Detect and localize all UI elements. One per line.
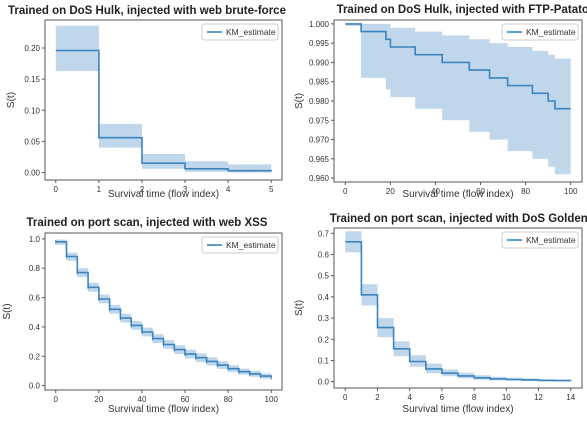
x-tick-label: 8 [472,393,477,402]
x-tick-label: 6 [440,393,445,402]
x-axis-label: Survival time (flow index) [108,404,219,415]
km-chart-svg: Trained on DoS Hulk, injected with web b… [6,5,286,200]
legend-label: KM_estimate [226,27,276,37]
chart-title: Trained on DoS Hulk, injected with web b… [8,5,286,17]
y-tick-label: 0.1 [318,356,330,365]
x-tick-label: 80 [224,395,233,404]
x-axis-label: Survival time (flow index) [402,404,513,415]
y-tick-label: 0.0 [318,378,330,387]
y-tick-label: 0.6 [29,294,41,303]
confidence-band [55,239,272,380]
y-tick-label: 0.960 [309,174,330,183]
x-tick-label: 40 [431,187,440,196]
km-chart-svg: Trained on port scan, injected with DoS … [294,213,587,415]
x-tick-label: 100 [265,395,279,404]
x-tick-label: 60 [181,395,190,404]
km-chart-svg: Trained on DoS Hulk, injected with FTP-P… [294,4,587,200]
y-tick-label: 0.8 [29,264,41,273]
chart-title: Trained on port scan, injected with web … [27,217,268,229]
legend-box [201,236,279,254]
y-axis-label: S(t) [294,300,305,316]
plot-frame [44,232,283,391]
legend-box [501,23,579,41]
y-tick-label: 0.7 [318,229,330,238]
x-tick-label: 4 [226,185,231,194]
x-tick-label: 10 [502,393,511,402]
y-tick-label: 0.6 [318,250,330,259]
x-tick-label: 1 [97,185,102,194]
y-tick-label: 0.20 [24,44,40,53]
confidence-band [345,231,571,382]
km-estimate-line [55,241,272,378]
km-estimate-line [55,49,272,172]
y-tick-label: 0.10 [24,106,40,115]
y-axis-label: S(t) [2,303,13,319]
y-tick-label: 0.970 [309,136,330,145]
km-panel-top-right: Trained on DoS Hulk, injected with FTP-P… [294,0,587,210]
x-tick-label: 5 [269,185,274,194]
y-tick-label: 0.5 [318,272,330,281]
y-tick-label: 0.3 [318,314,330,323]
confidence-band [345,23,571,175]
confidence-band [55,25,272,173]
legend-label: KM_estimate [226,240,276,250]
y-tick-label: 0.2 [318,335,330,344]
y-tick-label: 0.00 [24,169,40,178]
y-tick-label: 0.4 [318,293,330,302]
plot-frame [333,227,583,389]
x-axis-label: Survival time (flow index) [402,189,513,200]
x-tick-label: 0 [54,185,59,194]
x-tick-label: 0 [343,393,348,402]
legend-box [501,231,579,249]
chart-title: Trained on port scan, injected with DoS … [330,213,587,225]
legend-box [201,23,279,41]
x-tick-label: 60 [476,187,485,196]
legend-label: KM_estimate [526,235,576,245]
y-tick-label: 0.965 [309,155,330,164]
y-tick-label: 0.05 [24,137,40,146]
y-axis-label: S(t) [6,92,17,108]
km-estimate-line [345,23,571,110]
y-tick-label: 0.995 [309,39,330,48]
x-tick-label: 100 [564,187,578,196]
legend-label: KM_estimate [526,27,576,37]
y-tick-label: 0.990 [309,58,330,67]
x-tick-label: 14 [566,393,575,402]
y-tick-label: 1.0 [29,235,41,244]
y-tick-label: 0.15 [24,75,40,84]
km-panel-bottom-right: Trained on port scan, injected with DoS … [294,212,587,424]
x-axis-label: Survival time (flow index) [108,189,219,200]
x-tick-label: 20 [386,187,395,196]
x-tick-label: 4 [407,393,412,402]
x-tick-label: 2 [375,393,380,402]
y-tick-label: 0.985 [309,78,330,87]
y-tick-label: 1.000 [309,20,330,29]
km-panel-bottom-left: Trained on port scan, injected with web … [0,212,294,424]
y-tick-label: 0.975 [309,116,330,125]
y-tick-label: 0.2 [29,352,41,361]
x-tick-label: 3 [183,185,188,194]
plot-frame [44,19,283,181]
x-tick-label: 0 [54,395,59,404]
y-tick-label: 0.980 [309,97,330,106]
x-tick-label: 2 [140,185,145,194]
y-axis-label: S(t) [294,93,305,109]
chart-title: Trained on DoS Hulk, injected with FTP-P… [337,4,587,16]
x-tick-label: 20 [94,395,103,404]
km-chart-svg: Trained on port scan, injected with web … [2,217,283,415]
km-estimate-line [345,241,572,382]
x-tick-label: 12 [534,393,543,402]
y-tick-label: 0.4 [29,323,41,332]
x-tick-label: 80 [521,187,530,196]
km-panel-top-left: Trained on DoS Hulk, injected with web b… [0,0,294,210]
x-tick-label: 40 [138,395,147,404]
y-tick-label: 0.0 [29,382,41,391]
x-tick-label: 0 [343,187,348,196]
